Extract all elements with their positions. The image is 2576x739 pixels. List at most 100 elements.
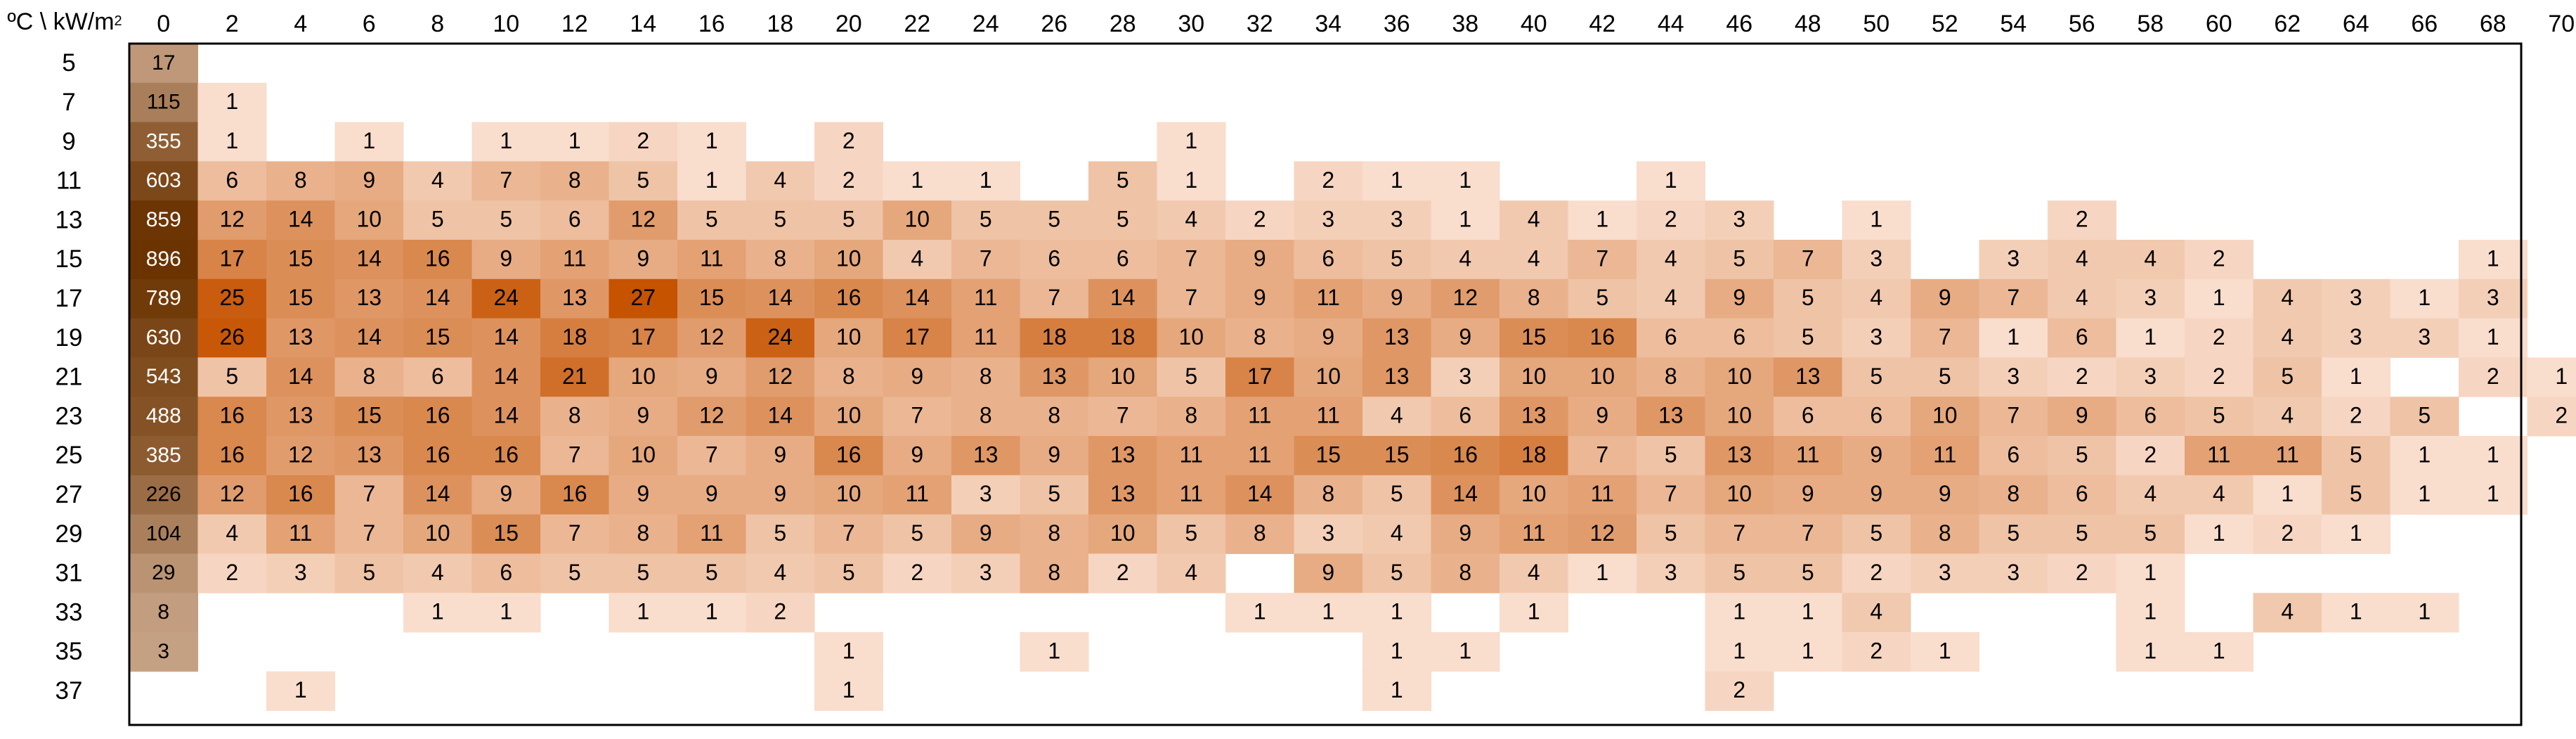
heatmap-cell-label: 4	[1528, 207, 1540, 232]
heatmap-cell-label: 8	[157, 600, 169, 624]
heatmap-cell	[129, 553, 198, 593]
heatmap-cell-label: 7	[705, 442, 718, 467]
heatmap-cell-label: 16	[562, 481, 587, 506]
heatmap-cell-label: 3	[1322, 520, 1334, 546]
heatmap-cell	[2253, 475, 2322, 515]
heatmap-cell-label: 5	[1596, 285, 1608, 310]
heatmap-cell-label: 17	[630, 324, 656, 349]
heatmap-cell	[2116, 397, 2185, 437]
heatmap-cell	[1225, 475, 1294, 515]
heatmap-cell-label: 1	[363, 128, 375, 153]
heatmap-cell-label: 14	[767, 285, 793, 310]
heatmap-cell-label: 13	[356, 442, 382, 467]
heatmap-cell-label: 4	[2076, 285, 2088, 310]
heatmap-cell	[746, 161, 815, 201]
heatmap-cell-label: 9	[705, 481, 718, 506]
heatmap-cell	[746, 318, 815, 358]
heatmap-cell-label: 9	[774, 481, 786, 506]
x-tick-label: 56	[2069, 11, 2095, 37]
heatmap-cell-label: 4	[1665, 245, 1677, 271]
heatmap-cell-label: 2	[2213, 364, 2225, 389]
heatmap-cell	[2116, 357, 2185, 397]
heatmap-cell	[266, 475, 335, 515]
heatmap-cell-label: 10	[1932, 403, 1958, 428]
heatmap-cell	[334, 200, 404, 240]
heatmap-cell	[1225, 278, 1294, 319]
heatmap-cell-label: 6	[1870, 403, 1882, 428]
x-tick-label: 70	[2548, 11, 2575, 37]
heatmap-cell	[334, 240, 404, 280]
heatmap-cell	[2390, 436, 2459, 476]
heatmap-cell	[1842, 514, 1911, 554]
heatmap-cell-label: 18	[562, 324, 587, 349]
heatmap-cell	[266, 278, 335, 319]
x-tick-label: 48	[1795, 11, 1821, 37]
heatmap-cell	[129, 475, 198, 515]
heatmap-cell-label: 1	[843, 677, 855, 702]
heatmap-cell-label: 7	[1185, 245, 1197, 271]
heatmap-cell	[814, 357, 883, 397]
heatmap-cell-label: 9	[1733, 285, 1745, 310]
heatmap-cell-label: 1	[1870, 207, 1882, 232]
heatmap-cell	[2390, 397, 2459, 437]
heatmap-cell-label: 13	[1384, 324, 1410, 349]
heatmap-cell	[540, 318, 609, 358]
heatmap-cell	[2459, 436, 2528, 476]
heatmap-cell-label: 3	[980, 481, 992, 506]
heatmap-cell-label: 9	[637, 245, 649, 271]
heatmap-cell-label: 4	[2213, 481, 2225, 506]
heatmap-cell	[609, 357, 678, 397]
heatmap-cell	[2322, 514, 2390, 554]
heatmap-cell	[334, 397, 404, 437]
heatmap-cell-label: 16	[836, 442, 861, 467]
heatmap-cell	[677, 318, 746, 358]
heatmap-cell	[1979, 514, 2048, 554]
heatmap-cell-label: 12	[219, 207, 245, 232]
heatmap-cell	[883, 161, 952, 201]
heatmap-cell	[1637, 357, 1705, 397]
heatmap-cell-label: 2	[843, 128, 855, 153]
heatmap-cell-label: 1	[2350, 520, 2362, 546]
heatmap-cell	[1842, 632, 1911, 672]
heatmap-cell-label: 9	[1048, 442, 1060, 467]
heatmap-cell-label: 4	[2144, 481, 2157, 506]
heatmap-cell	[1362, 161, 1431, 201]
heatmap-cell-label: 7	[1802, 245, 1814, 271]
heatmap-cell	[334, 318, 404, 358]
heatmap-cell	[1088, 161, 1157, 201]
heatmap-cell-label: 13	[1041, 364, 1067, 389]
heatmap-cell	[814, 161, 883, 201]
heatmap-cell	[334, 122, 404, 162]
heatmap-cell	[1362, 514, 1431, 554]
heatmap-cell-label: 3	[1459, 364, 1471, 389]
heatmap-cell	[883, 357, 952, 397]
heatmap-cell	[1568, 397, 1637, 437]
heatmap-cell	[540, 553, 609, 593]
heatmap-cell-label: 11	[974, 285, 997, 310]
heatmap-cell	[1979, 553, 2048, 593]
heatmap-cell-label: 25	[219, 285, 245, 310]
heatmap-cell-label: 7	[568, 442, 581, 467]
heatmap-cell	[1431, 161, 1500, 201]
x-tick-label: 58	[2137, 11, 2164, 37]
heatmap-cell-label: 11	[1591, 481, 1614, 506]
heatmap-cell	[1020, 397, 1089, 437]
heatmap-cell-label: 2	[2076, 560, 2088, 585]
heatmap-cell	[1020, 200, 1089, 240]
heatmap-cell-label: 5	[637, 560, 649, 585]
x-tick-labels: 0 2 4 6 8 10 12 14 16 18 20 22 24 26 28 30 32 34 36 38 40 42 4…	[157, 11, 2575, 37]
heatmap-cell-label: 8	[1048, 520, 1060, 546]
heatmap-cell	[266, 514, 335, 554]
heatmap-cell-label: 13	[1795, 364, 1821, 389]
heatmap-cell	[1020, 475, 1089, 515]
heatmap-cell-label: 14	[493, 364, 519, 389]
heatmap-cell-label: 1	[2144, 560, 2157, 585]
heatmap-cell	[266, 436, 335, 476]
heatmap-cell-label: 16	[219, 403, 245, 428]
heatmap-cell-label: 2	[2487, 364, 2499, 389]
heatmap-cell	[2185, 475, 2253, 515]
heatmap-cell	[2048, 240, 2116, 280]
heatmap-cell-label: 4	[1185, 560, 1197, 585]
heatmap-cell	[1568, 436, 1637, 476]
heatmap-cell-label: 5	[1870, 364, 1882, 389]
